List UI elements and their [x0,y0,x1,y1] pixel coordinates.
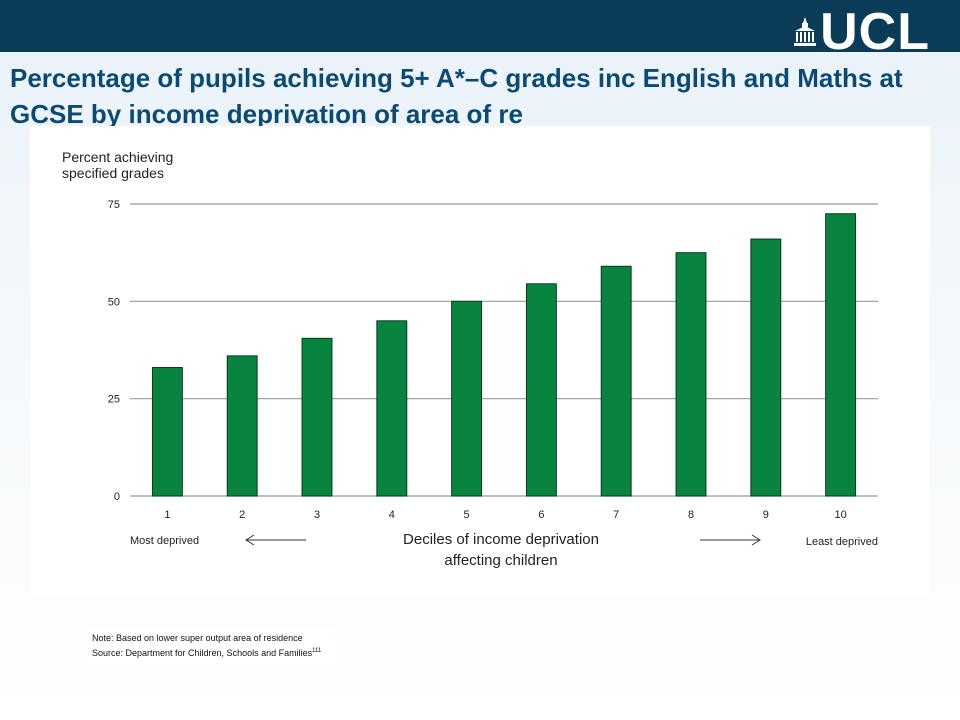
source-text: Source: Department for Children, Schools… [92,648,313,658]
x-axis-title: Deciles of income deprivation affecting c… [403,531,599,569]
x-tick-label: 8 [688,509,694,521]
bar [151,367,183,497]
ucl-logo: UCL [794,3,930,61]
x-tick-label: 10 [834,509,846,521]
logo-text: UCL [820,3,930,61]
header-bar: UCL [0,0,960,58]
x-tick-label: 2 [239,509,245,521]
portico-icon [794,17,817,46]
left-arrow-icon [245,534,306,546]
most-deprived-label: Most deprived [130,535,199,547]
bar [525,283,557,497]
x-tick-label: 1 [164,509,170,521]
y-tick-labels: 0 25 50 75 [108,199,120,503]
y-axis-title-line: specified grades [62,165,164,181]
y-axis-title-line: Percent achieving [62,149,173,165]
x-tick-label: 3 [314,509,320,521]
chart-panel: Percent achieving specified grades 0 25 50 7… [30,126,930,596]
source-line: Source: Department for Children, Schools… [92,645,332,660]
bar [376,320,408,497]
bar [825,213,857,497]
chart-note: Note: Based on lower super output area o… [90,628,334,664]
bar [675,252,707,497]
x-tick-label: 4 [389,509,395,521]
y-tick-label: 0 [114,491,120,503]
x-tick-label: 9 [763,509,769,521]
y-tick-label: 50 [108,296,120,308]
slide-title: Percentage of pupils achieving 5+ A*–C g… [10,63,903,129]
x-tick-label: 7 [613,509,619,521]
bar [301,337,333,497]
bar [226,355,258,497]
least-deprived-label: Least deprived [806,536,878,548]
bar [750,238,782,497]
x-tick-label: 5 [464,509,470,521]
y-tick-label: 25 [108,394,120,406]
bar [600,265,632,497]
note-text: Note: Based on lower super output area o… [92,633,303,643]
x-tick-labels: 1 2 3 4 5 6 7 8 9 10 [164,509,846,521]
x-tick-label: 6 [538,509,544,521]
source-footnote: 111 [312,648,322,654]
bars [151,213,857,497]
bar [451,300,483,497]
right-arrow-icon [700,534,761,546]
y-tick-label: 75 [108,199,120,211]
